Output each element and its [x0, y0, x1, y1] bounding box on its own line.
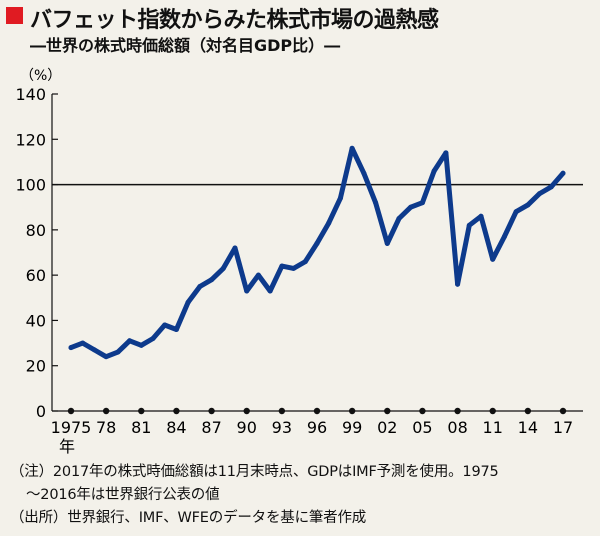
x-tick-dot — [102, 407, 110, 415]
data-point — [373, 200, 379, 206]
y-tick-label: 80 — [26, 221, 46, 240]
data-point — [103, 354, 109, 360]
x-tick-label: 11 — [483, 418, 503, 437]
x-tick-label: 05 — [412, 418, 432, 437]
data-point — [560, 170, 566, 176]
data-point — [384, 240, 390, 246]
x-tick-label: 81 — [131, 418, 151, 437]
data-point — [232, 245, 238, 251]
y-tick-label: 140 — [15, 85, 46, 104]
data-point — [314, 240, 320, 246]
data-point — [337, 195, 343, 201]
y-tick-label: 120 — [15, 130, 46, 149]
x-tick-dot — [67, 407, 75, 415]
data-point — [162, 322, 168, 328]
data-point — [291, 265, 297, 271]
footnote-line-2: 〜2016年は世界銀行公表の値 — [26, 487, 220, 503]
data-point — [537, 191, 543, 197]
chart-subtitle: ―世界の株式時価総額（対名目GDP比）― — [30, 36, 341, 55]
y-tick-label: 100 — [15, 176, 46, 195]
market-cap-to-gdp-series — [68, 145, 566, 360]
x-tick-dot — [524, 407, 532, 415]
data-point — [431, 168, 437, 174]
x-tick-dot — [138, 407, 145, 415]
y-tick-label: 0 — [36, 402, 46, 421]
data-point — [80, 340, 86, 346]
x-tick-label: 90 — [237, 418, 257, 437]
x-tick-dot — [348, 407, 356, 415]
y-axis: 0 20 40 60 80 100 120 140 — [15, 85, 58, 421]
data-point — [279, 263, 285, 269]
data-point — [150, 336, 156, 342]
data-point — [525, 202, 531, 208]
x-tick-label: 17 — [553, 418, 573, 437]
y-axis-unit-label: （%） — [20, 68, 61, 84]
x-tick-label: 99 — [342, 418, 362, 437]
chart-title: バフェット指数からみた株式市場の過熱感 — [30, 8, 439, 33]
x-tick-label: 84 — [166, 418, 186, 437]
title-marker — [6, 7, 23, 24]
data-point — [91, 347, 97, 353]
data-point — [220, 265, 226, 271]
x-tick-dot — [208, 407, 215, 415]
x-tick-label: 02 — [377, 418, 397, 437]
data-point — [466, 222, 472, 228]
x-tick-label: 78 — [96, 418, 116, 437]
x-tick-dot — [419, 407, 426, 415]
data-point — [396, 216, 402, 222]
data-point — [197, 283, 203, 289]
data-point — [548, 184, 554, 190]
data-point — [244, 288, 250, 294]
source-note: （出所）世界銀行、IMF、WFEのデータを基に筆者作成 — [10, 510, 367, 526]
x-tick-dot — [384, 407, 391, 415]
data-point — [490, 256, 496, 262]
data-point — [209, 277, 215, 283]
x-tick-label: 14 — [518, 418, 538, 437]
data-point — [455, 281, 461, 287]
x-tick-label: 96 — [307, 418, 327, 437]
data-point — [173, 326, 179, 332]
x-tick-dot — [173, 407, 180, 415]
x-tick-label: 08 — [447, 418, 467, 437]
data-point — [326, 220, 332, 226]
y-tick-label: 20 — [26, 357, 46, 376]
data-point — [478, 213, 484, 219]
series-points — [68, 145, 566, 360]
data-point — [255, 272, 261, 278]
data-point — [302, 259, 308, 265]
x-tick-label: 1975 — [51, 418, 92, 437]
x-tick-sublabel: 年 — [59, 437, 75, 456]
x-tick-dot — [278, 407, 286, 415]
footnote-line-1: （注）2017年の株式時価総額は11月末時点、GDPはIMF予測を使用。1975 — [10, 464, 499, 480]
data-point — [419, 200, 425, 206]
data-point — [408, 204, 414, 210]
data-point — [185, 299, 191, 305]
x-tick-dot — [313, 407, 321, 415]
data-point — [501, 234, 507, 240]
data-point — [349, 145, 355, 151]
data-point — [127, 338, 133, 344]
x-tick-dot — [243, 407, 250, 415]
data-point — [138, 342, 144, 348]
data-point — [115, 349, 121, 355]
y-tick-label: 40 — [26, 311, 46, 330]
data-point — [443, 150, 449, 156]
data-point — [267, 288, 273, 294]
data-point — [361, 170, 367, 176]
x-tick-label: 87 — [201, 418, 221, 437]
data-point — [513, 209, 519, 215]
x-tick-dot — [454, 407, 461, 415]
x-tick-label: 93 — [272, 418, 292, 437]
x-tick-dot — [489, 407, 496, 415]
x-tick-dot — [559, 407, 567, 415]
y-tick-label: 60 — [26, 266, 46, 285]
data-point — [68, 345, 74, 351]
